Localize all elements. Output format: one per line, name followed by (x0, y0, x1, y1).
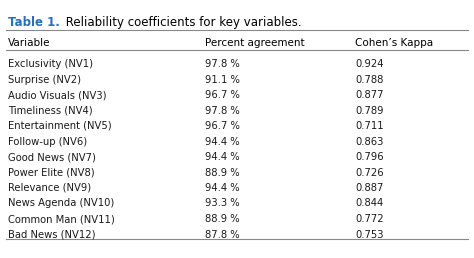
Text: Bad News (NV12): Bad News (NV12) (8, 230, 95, 239)
Text: 0.887: 0.887 (355, 183, 383, 193)
Text: 93.3 %: 93.3 % (205, 198, 240, 208)
Text: 96.7 %: 96.7 % (205, 121, 240, 131)
Text: Audio Visuals (NV3): Audio Visuals (NV3) (8, 90, 107, 100)
Text: Relevance (NV9): Relevance (NV9) (8, 183, 91, 193)
Text: Table 1.: Table 1. (8, 16, 60, 29)
Text: 97.8 %: 97.8 % (205, 106, 240, 116)
Text: 96.7 %: 96.7 % (205, 90, 240, 100)
Text: Common Man (NV11): Common Man (NV11) (8, 214, 115, 224)
Text: Percent agreement: Percent agreement (205, 38, 305, 48)
Text: 0.753: 0.753 (355, 230, 383, 239)
Text: News Agenda (NV10): News Agenda (NV10) (8, 198, 114, 208)
Text: Power Elite (NV8): Power Elite (NV8) (8, 167, 95, 178)
Text: 0.726: 0.726 (355, 167, 383, 178)
Text: 0.789: 0.789 (355, 106, 383, 116)
Text: Good News (NV7): Good News (NV7) (8, 152, 96, 162)
Text: Follow-up (NV6): Follow-up (NV6) (8, 136, 87, 147)
Text: 97.8 %: 97.8 % (205, 59, 240, 69)
Text: 94.4 %: 94.4 % (205, 136, 240, 147)
Text: 87.8 %: 87.8 % (205, 230, 240, 239)
Text: 0.796: 0.796 (355, 152, 383, 162)
Text: 0.772: 0.772 (355, 214, 383, 224)
Text: 88.9 %: 88.9 % (205, 167, 240, 178)
Text: Exclusivity (NV1): Exclusivity (NV1) (8, 59, 93, 69)
Text: Surprise (NV2): Surprise (NV2) (8, 75, 81, 85)
Text: 0.844: 0.844 (355, 198, 383, 208)
Text: 94.4 %: 94.4 % (205, 152, 240, 162)
Text: 94.4 %: 94.4 % (205, 183, 240, 193)
Text: Cohen’s Kappa: Cohen’s Kappa (355, 38, 433, 48)
Text: 91.1 %: 91.1 % (205, 75, 240, 85)
Text: Timeliness (NV4): Timeliness (NV4) (8, 106, 92, 116)
Text: 0.788: 0.788 (355, 75, 383, 85)
Text: 0.711: 0.711 (355, 121, 383, 131)
Text: 88.9 %: 88.9 % (205, 214, 240, 224)
Text: 0.924: 0.924 (355, 59, 383, 69)
Text: Reliability coefficients for key variables.: Reliability coefficients for key variabl… (62, 16, 301, 29)
Text: 0.877: 0.877 (355, 90, 383, 100)
Text: Entertainment (NV5): Entertainment (NV5) (8, 121, 111, 131)
Text: Variable: Variable (8, 38, 51, 48)
Text: 0.863: 0.863 (355, 136, 383, 147)
